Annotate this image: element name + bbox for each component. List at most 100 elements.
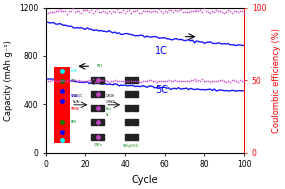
Point [123, 80, 127, 83]
Point [152, 79, 157, 82]
Point [180, 79, 185, 82]
Point [194, 80, 199, 83]
Point [142, 80, 147, 83]
Point [129, 12, 133, 15]
Point [214, 9, 219, 12]
Point [83, 79, 87, 82]
Point [99, 79, 103, 82]
Point [103, 10, 107, 13]
Point [178, 79, 183, 82]
Point [65, 80, 70, 83]
Point [133, 80, 137, 83]
Point [172, 9, 177, 12]
Point [133, 9, 137, 12]
Point [162, 9, 167, 12]
Point [198, 8, 203, 11]
Point [79, 11, 84, 14]
Point [184, 79, 189, 82]
Point [131, 10, 135, 13]
Point [73, 78, 78, 81]
Point [135, 79, 139, 82]
Point [119, 10, 123, 13]
Point [47, 80, 52, 83]
Point [121, 9, 125, 12]
Point [200, 10, 205, 13]
Point [61, 9, 66, 12]
Text: 5C: 5C [155, 85, 168, 95]
Point [47, 10, 52, 13]
Point [87, 79, 91, 82]
Point [198, 79, 203, 82]
Point [107, 10, 111, 13]
Point [75, 9, 80, 12]
Point [51, 11, 56, 14]
Point [125, 80, 129, 83]
Point [222, 12, 227, 15]
Point [168, 9, 173, 12]
Point [176, 79, 181, 82]
Point [127, 79, 131, 82]
Point [141, 9, 145, 12]
Point [160, 11, 165, 14]
Point [105, 12, 109, 15]
Point [236, 81, 241, 84]
Point [63, 80, 68, 83]
Point [172, 79, 177, 82]
Point [117, 80, 121, 83]
Point [202, 7, 207, 10]
Point [101, 10, 105, 13]
Point [238, 78, 243, 81]
Point [123, 11, 127, 14]
Point [240, 79, 245, 82]
Point [210, 9, 215, 12]
Point [109, 11, 113, 14]
Point [166, 78, 171, 81]
Point [170, 79, 175, 82]
Point [158, 9, 163, 12]
Point [127, 8, 131, 11]
Point [69, 79, 74, 82]
Point [93, 80, 97, 83]
Point [144, 79, 149, 82]
Point [105, 79, 109, 82]
Point [150, 80, 155, 83]
Point [224, 80, 229, 83]
Point [97, 11, 101, 14]
Point [53, 79, 58, 82]
Point [236, 11, 241, 14]
Point [234, 9, 239, 12]
Point [166, 9, 171, 12]
Point [194, 9, 199, 12]
Point [95, 80, 99, 83]
Point [125, 9, 129, 12]
Point [216, 79, 221, 82]
Point [196, 10, 201, 13]
Point [79, 80, 84, 83]
Point [186, 79, 191, 82]
Point [212, 10, 217, 13]
Point [103, 79, 107, 82]
Point [204, 9, 209, 12]
Point [115, 79, 119, 82]
Point [174, 9, 179, 12]
Point [170, 11, 175, 14]
Point [182, 80, 187, 83]
Point [222, 80, 227, 83]
Point [214, 79, 219, 82]
Point [196, 79, 201, 82]
Y-axis label: Capacity (mAh g⁻¹): Capacity (mAh g⁻¹) [4, 40, 13, 121]
Point [63, 10, 68, 13]
Point [53, 10, 58, 13]
Point [55, 9, 60, 12]
Point [208, 11, 213, 14]
Point [139, 11, 143, 14]
Point [216, 9, 221, 12]
Point [129, 79, 133, 82]
Point [45, 11, 50, 14]
Point [212, 80, 217, 83]
Point [113, 11, 117, 14]
Point [156, 79, 161, 82]
Point [97, 78, 101, 81]
Point [121, 79, 125, 82]
Point [220, 79, 225, 82]
